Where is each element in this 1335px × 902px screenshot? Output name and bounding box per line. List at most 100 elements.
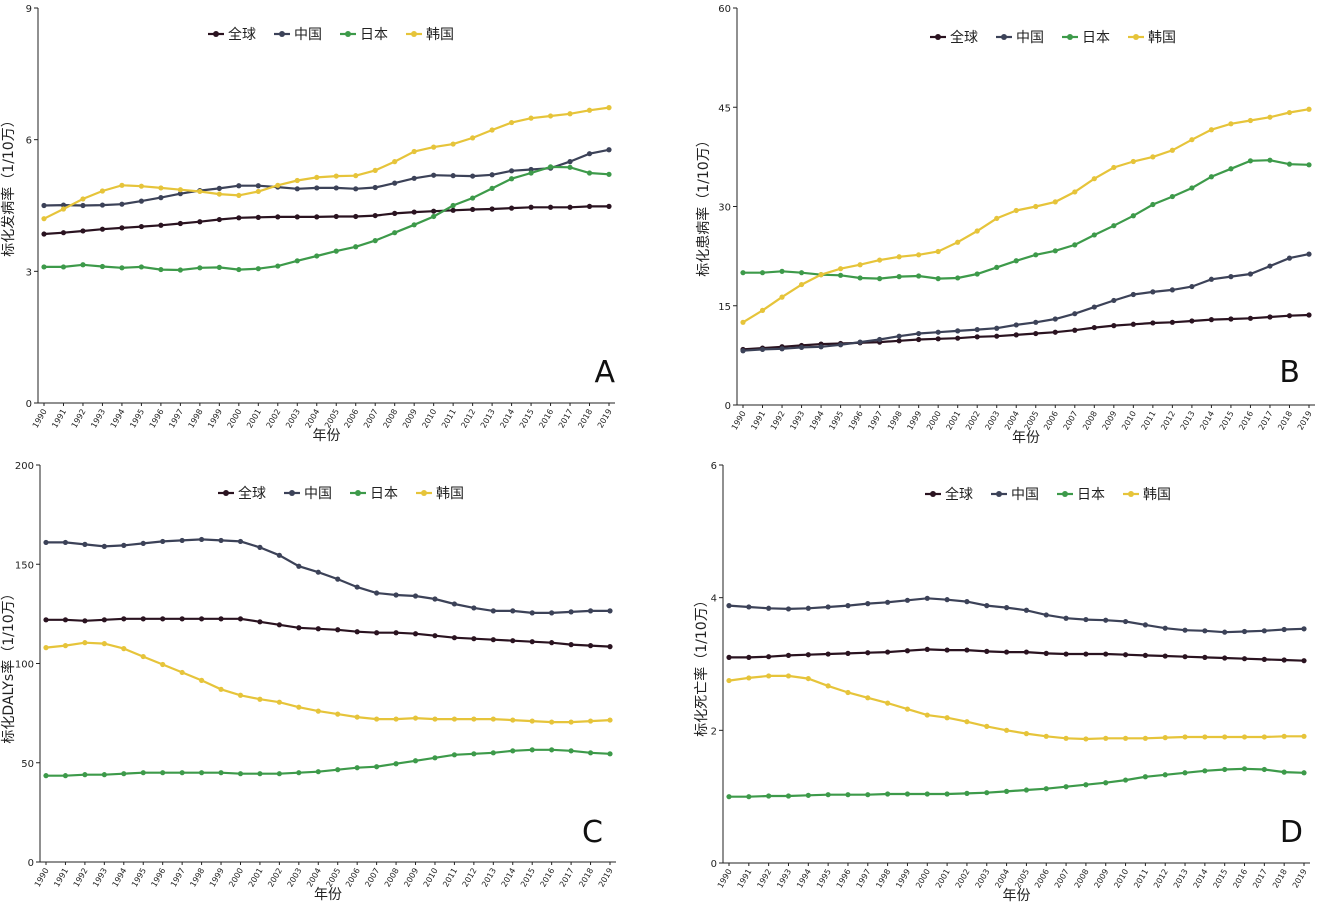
data-point <box>197 188 203 195</box>
legend-label: 日本 <box>1082 30 1110 46</box>
data-point <box>984 648 990 654</box>
x-tick-label: 2005 <box>1023 410 1041 432</box>
data-point <box>1103 617 1109 623</box>
data-point <box>1247 158 1254 164</box>
data-point <box>1111 223 1117 229</box>
data-point <box>374 716 380 722</box>
series-line <box>46 617 611 648</box>
data-point <box>904 648 911 654</box>
data-point <box>372 212 378 219</box>
data-point <box>99 188 106 194</box>
data-point <box>177 220 183 227</box>
data-point <box>885 599 891 605</box>
data-point <box>1052 316 1058 322</box>
data-point <box>779 294 785 300</box>
data-point <box>974 334 980 340</box>
data-point <box>955 275 961 281</box>
data-point <box>41 231 47 237</box>
data-point <box>1072 189 1078 195</box>
legend: 全球 中国 日本 韩国 <box>218 485 464 502</box>
x-tick-label: 1994 <box>111 867 129 889</box>
data-point <box>1208 276 1215 282</box>
y-axis-title: 标化患病率（1/10万） <box>695 133 712 276</box>
data-point <box>1003 788 1010 794</box>
x-tick-label: 1994 <box>808 410 826 432</box>
data-point <box>607 608 613 614</box>
data-point <box>845 792 851 798</box>
data-point <box>1150 201 1156 208</box>
data-point <box>845 603 851 609</box>
y-tick-label: 15 <box>718 302 731 313</box>
data-point <box>1003 727 1010 733</box>
data-point <box>916 336 922 343</box>
data-point <box>374 630 380 636</box>
data-point <box>935 329 941 335</box>
series-line <box>729 767 1305 798</box>
x-tick-label: 2018 <box>1276 410 1294 432</box>
data-point <box>177 267 183 273</box>
x-tick-label: 2003 <box>286 867 304 889</box>
x-tick-label: 2019 <box>1296 410 1314 432</box>
data-point <box>1267 114 1273 120</box>
x-tick-label: 2005 <box>1013 868 1031 890</box>
data-point <box>237 692 244 698</box>
x-tick-label: 2000 <box>227 867 245 889</box>
data-point <box>606 147 612 153</box>
data-point <box>1169 287 1175 293</box>
data-point <box>1228 316 1234 322</box>
chart-panel-d: 0 2 4 6 1990 1991 1992 1993 1994 1995 1996 1997 1998… <box>693 461 1310 902</box>
data-point <box>568 609 574 615</box>
data-point <box>964 647 970 653</box>
x-tick-label: 2006 <box>342 408 360 430</box>
legend-swatch-dot <box>1133 34 1139 40</box>
data-point <box>216 216 222 223</box>
data-point <box>158 195 164 201</box>
x-tick-label: 1995 <box>827 410 845 432</box>
data-point <box>471 751 477 757</box>
data-point <box>549 640 555 646</box>
data-point <box>237 538 244 545</box>
data-point <box>43 773 49 779</box>
x-tick-label: 1993 <box>91 867 109 889</box>
data-point <box>510 717 516 723</box>
data-point <box>393 716 399 722</box>
data-point <box>1130 213 1136 219</box>
data-point <box>845 689 851 696</box>
y-tick-label: 2 <box>711 726 717 737</box>
data-point <box>1261 656 1267 662</box>
x-tick-label: 2002 <box>265 408 283 430</box>
data-point <box>179 669 185 676</box>
x-tick-label: 2014 <box>498 408 516 430</box>
data-point <box>121 646 127 652</box>
data-point <box>567 111 573 117</box>
x-tick-label: 2016 <box>538 867 556 889</box>
data-point <box>1023 649 1030 655</box>
data-point <box>1169 147 1175 153</box>
data-point <box>237 616 244 622</box>
series-韩国 <box>740 106 1312 325</box>
data-point <box>470 206 476 213</box>
data-point <box>198 770 205 776</box>
data-point <box>740 348 746 354</box>
x-tick-label: 2018 <box>576 408 594 430</box>
series-line <box>728 674 1304 741</box>
y-tick-label: 9 <box>26 4 32 15</box>
series-line <box>44 165 610 272</box>
data-point <box>60 206 67 212</box>
legend-label: 全球 <box>945 486 973 503</box>
series-日本 <box>740 157 1312 282</box>
data-point <box>529 639 535 645</box>
data-point <box>964 790 970 796</box>
series-日本 <box>41 164 612 273</box>
data-point <box>924 791 930 797</box>
data-point <box>1267 263 1273 269</box>
x-tick-label: 2003 <box>983 410 1001 432</box>
data-point <box>924 595 930 601</box>
x-tick-label: 2012 <box>1159 410 1177 432</box>
data-point <box>857 339 863 345</box>
x-tick-label: 1999 <box>894 868 912 890</box>
series-line <box>43 205 609 236</box>
data-point <box>1142 652 1148 658</box>
x-tick-label: 1997 <box>169 867 187 889</box>
